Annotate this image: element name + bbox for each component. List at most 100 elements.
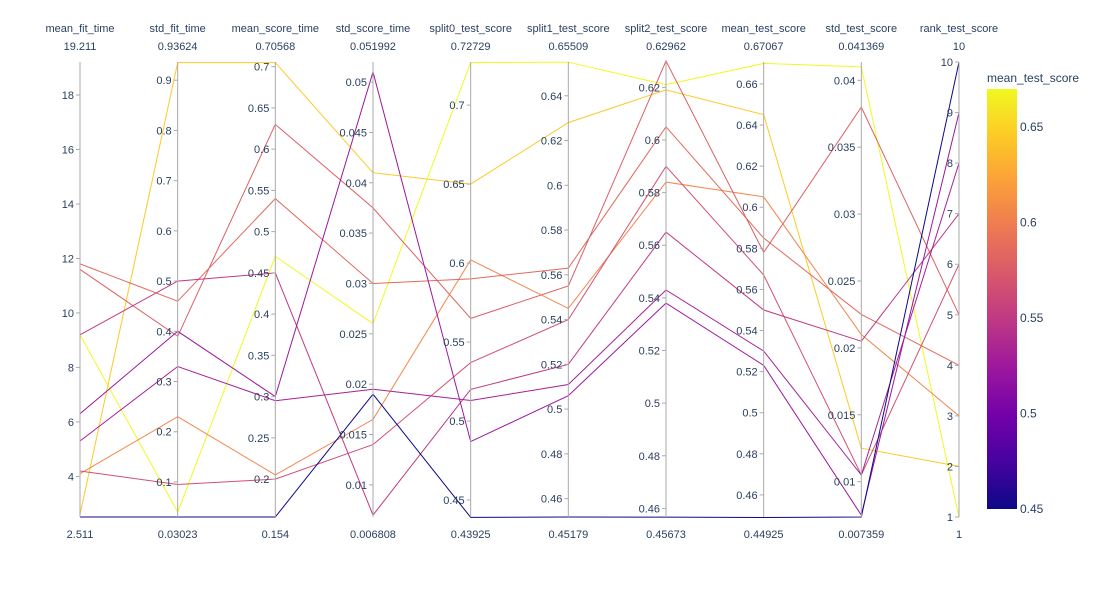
tick-label: 0.52	[736, 367, 757, 379]
tick-label: 0.62	[639, 82, 660, 94]
range-min-label: 2.511	[67, 529, 94, 541]
tick-label: 0.5	[156, 276, 171, 288]
tick-label: 0.54	[541, 315, 562, 327]
range-max-label: 0.051992	[350, 41, 396, 53]
tick-label: 12	[62, 253, 74, 265]
range-min-label: 0.45673	[646, 529, 686, 541]
tick-label: 0.6	[254, 144, 269, 156]
data-line-10	[80, 61, 960, 519]
tick-label: 0.64	[541, 91, 562, 103]
tick-label: 9	[947, 108, 953, 120]
tick-label: 16	[62, 144, 74, 156]
tick-label: 0.46	[541, 494, 562, 506]
tick-label: 0.015	[339, 430, 367, 442]
tick-label: 0.66	[736, 79, 757, 91]
data-line-8	[79, 162, 960, 477]
tick-label: 0.3	[156, 377, 171, 389]
colorbar-gradient	[987, 89, 1017, 509]
tick-label: 6	[947, 259, 953, 271]
range-max-label: 0.62962	[646, 41, 686, 53]
tick-label: 0.55	[443, 337, 464, 349]
axis-std_fit_time: std_fit_time 0.93624 0.03023 0.1 0.2 0.3 0.4 0.…	[150, 23, 206, 541]
range-max-label: 0.67067	[744, 41, 784, 53]
tick-label: 0.64	[736, 120, 757, 132]
dimension-name: split2_test_score	[625, 23, 708, 35]
colorbar-ticks: 0.45 0.5 0.55 0.6 0.65	[1020, 120, 1044, 516]
range-max-label: 19.211	[64, 41, 97, 53]
tick-label: 0.8	[156, 125, 171, 137]
dimension-name: mean_fit_time	[45, 23, 114, 35]
tick-label: 0.02	[346, 379, 367, 391]
data-lines	[79, 59, 960, 519]
dimension-name: split1_test_score	[527, 23, 610, 35]
range-min-label: 0.43925	[451, 529, 491, 541]
colorbar-title: mean_test_score	[987, 71, 1079, 85]
axis-split1_test_score: split1_test_score 0.65509 0.45179 0.46 0.48 0…	[527, 23, 610, 541]
tick-label: 0.46	[736, 490, 757, 502]
tick-label: 4	[68, 471, 74, 483]
range-max-label: 10	[953, 41, 965, 53]
tick-label: 0.03	[346, 278, 367, 290]
range-min-label: 0.03023	[158, 529, 198, 541]
tick-label: 0.5	[449, 416, 464, 428]
tick-label: 0.45	[443, 495, 464, 507]
tick-label: 0.62	[736, 161, 757, 173]
tick-label: 0.58	[736, 243, 757, 255]
data-line-6	[79, 165, 960, 486]
axes: mean_fit_time19.2112.5114681012141618std…	[45, 23, 998, 541]
tick-label: 0.46	[639, 503, 660, 515]
colorbar-tick-label: 0.6	[1020, 216, 1037, 230]
range-min-label: 0.45179	[548, 529, 588, 541]
colorbar-tick-label: 0.65	[1020, 120, 1044, 134]
range-max-label: 0.65509	[548, 41, 588, 53]
axis-mean_fit_time: mean_fit_time 19.211 2.511 4 6 8 10 12 14 16 18	[45, 23, 114, 541]
range-max-label: 0.93624	[158, 41, 198, 53]
tick-label: 0.58	[541, 225, 562, 237]
axis-std_score_time: std_score_time 0.051992 0.006808 0.01 0.015 0…	[336, 23, 411, 541]
tick-label: 0.5	[742, 408, 757, 420]
tick-label: 0.4	[254, 309, 269, 321]
tick-label: 0.03	[834, 209, 855, 221]
tick-label: 0.6	[449, 258, 464, 270]
tick-label: 0.54	[639, 293, 660, 305]
tick-label: 0.54	[736, 326, 757, 338]
range-min-label: 0.44925	[744, 529, 784, 541]
range-max-label: 0.70568	[255, 41, 295, 53]
tick-label: 0.035	[828, 142, 856, 154]
dimension-name: std_test_score	[826, 23, 898, 35]
tick-label: 1	[947, 512, 953, 524]
tick-label: 0.3	[254, 392, 269, 404]
range-max-label: 0.041369	[838, 41, 884, 53]
tick-label: 0.2	[254, 474, 269, 486]
axis-mean_test_score: mean_test_score 0.67067 0.44925 0.46 0.48 0.5…	[721, 23, 805, 541]
range-max-label: 0.72729	[451, 41, 491, 53]
tick-label: 0.01	[834, 477, 855, 489]
tick-label: 0.7	[449, 100, 464, 112]
tick-label: 0.62	[541, 136, 562, 148]
tick-label: 8	[68, 362, 74, 374]
tick-label: 0.5	[645, 398, 660, 410]
tick-label: 0.58	[639, 188, 660, 200]
tick-label: 0.52	[541, 359, 562, 371]
axis-std_test_score: std_test_score 0.041369 0.007359 0.01 0.015 0…	[826, 23, 898, 541]
tick-label: 0.52	[639, 345, 660, 357]
tick-label: 0.48	[541, 449, 562, 461]
tick-label: 6	[68, 417, 74, 429]
colorbar: mean_test_score 0.45 0.5 0.55 0.6 0.65	[987, 71, 1079, 516]
axis-rank_test_score: rank_test_score 10 11 2 3 4 5 6 7 8 9 10	[920, 23, 998, 541]
colorbar-tick-label: 0.5	[1020, 407, 1037, 421]
tick-label: 0.025	[828, 276, 856, 288]
colorbar-tick-label: 0.55	[1020, 311, 1044, 325]
tick-label: 2	[947, 461, 953, 473]
tick-label: 0.6	[547, 180, 562, 192]
tick-label: 0.02	[834, 343, 855, 355]
tick-label: 0.65	[443, 179, 464, 191]
tick-label: 0.2	[156, 427, 171, 439]
tick-label: 10	[62, 308, 74, 320]
tick-label: 4	[947, 360, 953, 372]
tick-label: 0.7	[254, 62, 269, 74]
tick-label: 0.04	[834, 75, 855, 87]
tick-label: 0.56	[639, 240, 660, 252]
tick-label: 0.4	[156, 326, 171, 338]
tick-label: 0.045	[339, 127, 367, 139]
